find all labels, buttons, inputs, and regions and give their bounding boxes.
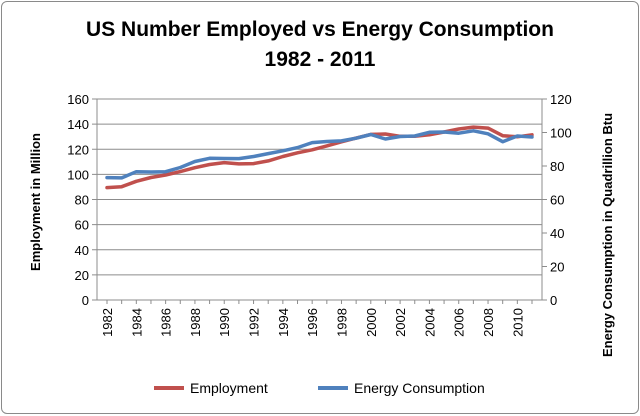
x-tick-label: 1990	[217, 308, 232, 337]
x-tick-label: 2002	[393, 308, 408, 337]
right-tick-label: 120	[550, 92, 572, 107]
right-tick-label: 60	[550, 193, 564, 208]
right-tick-label: 80	[550, 159, 564, 174]
legend-label-employment: Employment	[190, 380, 268, 396]
left-tick-label: 100	[67, 167, 89, 182]
left-tick-label: 40	[75, 243, 89, 258]
x-tick-label: 2006	[452, 308, 467, 337]
axes	[92, 98, 547, 304]
left-tick-label: 140	[67, 117, 89, 132]
x-tick-label: 1986	[159, 308, 174, 337]
legend: Employment Energy Consumption	[154, 380, 485, 396]
left-tick-label: 60	[75, 218, 89, 233]
legend-label-energy: Energy Consumption	[354, 380, 485, 396]
x-tick-label: 1984	[129, 308, 144, 337]
x-tick-label: 1994	[276, 308, 291, 337]
left-tick-label: 0	[82, 293, 89, 308]
series-line-energy-consumption	[105, 129, 534, 180]
chart-subtitle: 1982 - 2011	[264, 48, 376, 71]
chart-title: US Number Employed vs Energy Consumption	[86, 18, 554, 41]
x-tick-label: 1992	[247, 308, 262, 337]
x-tick-label: 2008	[481, 308, 496, 337]
x-tick-label: 2010	[510, 308, 525, 337]
x-tick-label: 1998	[334, 308, 349, 337]
x-tick-label: 2000	[364, 308, 379, 337]
x-tick-label: 1996	[305, 308, 320, 337]
x-tick-label: 1988	[188, 308, 203, 337]
left-tick-label: 120	[67, 142, 89, 157]
gridlines	[97, 98, 542, 276]
right-axis-title: Energy Consumption in Quadrillion Btu	[600, 113, 615, 357]
left-axis-ticks: 0 20 40 60 80 100 120 140 160	[67, 92, 89, 308]
left-tick-label: 80	[75, 193, 89, 208]
series-line-employment	[105, 125, 534, 190]
right-tick-label: 20	[550, 260, 564, 275]
x-tick-label: 1982	[100, 308, 115, 337]
right-tick-label: 100	[550, 126, 572, 141]
left-axis-title: Employment in Million	[28, 133, 43, 271]
right-tick-label: 0	[550, 293, 557, 308]
series-lines	[105, 125, 534, 190]
x-tick-label: 2004	[422, 308, 437, 337]
right-axis-ticks: 0 20 40 60 80 100 120	[550, 92, 572, 308]
x-axis-ticks: 1982 1984 1986 1988 1990 1992 1994 1996 1998 2000…	[100, 308, 525, 337]
left-tick-label: 160	[67, 92, 89, 107]
right-tick-label: 40	[550, 226, 564, 241]
left-tick-label: 20	[75, 268, 89, 283]
